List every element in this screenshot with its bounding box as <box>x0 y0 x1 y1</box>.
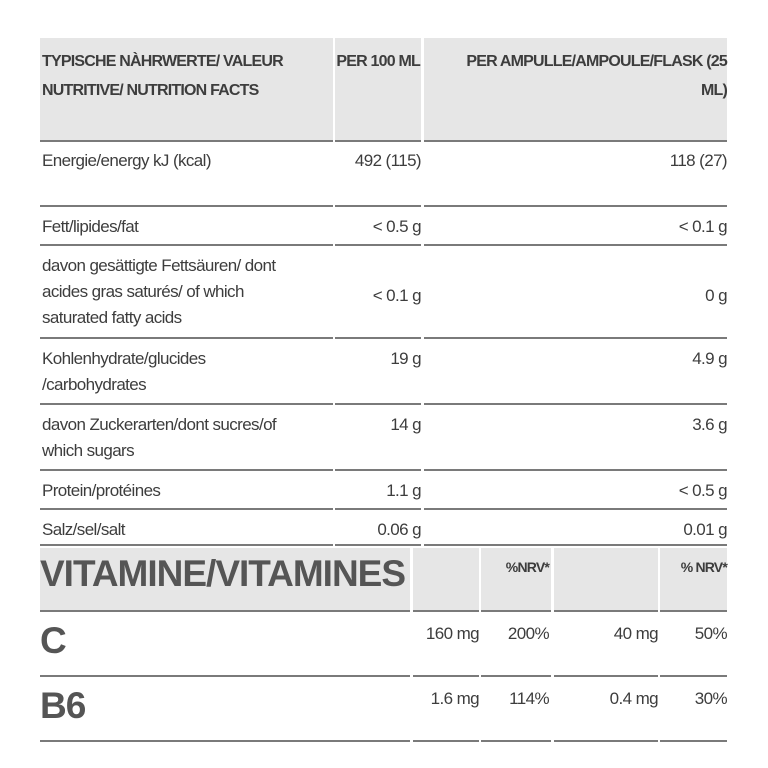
nutrient-label: Salz/sel/salt <box>40 511 333 546</box>
nrv-header-flask: % NRV* <box>660 548 728 612</box>
header-per100: PER 100 ML <box>335 38 421 142</box>
vitamin-per100: 1.6 mg <box>413 678 480 742</box>
header-per-flask: PER AMPULLE/AMPOULE/FLASK (25 ML) <box>424 38 728 142</box>
vitamin-nrv-flask: 30% <box>660 678 728 742</box>
per100-value: 19 g <box>335 340 422 405</box>
vitamin-nrv-per100: 114% <box>481 678 551 742</box>
vitamin-name: C <box>40 613 410 677</box>
per100-value: 492 (115) <box>335 142 422 207</box>
per100-value: 0.06 g <box>335 511 422 546</box>
per-flask-value: 118 (27) <box>424 142 728 207</box>
vitamins-title: VITAMINE/VITAMINES <box>40 548 410 612</box>
header-label: TYPISCHE NÀHRWERTE/ VALEUR NUTRITIVE/ NU… <box>40 38 333 142</box>
vitamin-nrv-flask: 50% <box>660 613 728 677</box>
per-flask-value: 0.01 g <box>424 511 728 546</box>
vitamins-header-blank <box>554 548 658 612</box>
per100-value: < 0.5 g <box>335 208 422 246</box>
per-flask-value: 0 g <box>424 247 728 339</box>
per-flask-value: 4.9 g <box>424 340 728 405</box>
nrv-header-per100: %NRV* <box>481 548 551 612</box>
nutrient-label: Energie/energy kJ (kcal) <box>40 142 333 207</box>
per100-value: < 0.1 g <box>335 247 422 339</box>
vitamins-header-blank <box>413 548 479 612</box>
vitamin-nrv-per100: 200% <box>481 613 551 677</box>
nutrient-label: Protein/protéines <box>40 472 333 510</box>
per100-value: 1.1 g <box>335 472 422 510</box>
nutrient-label: davon gesättigte Fettsäuren/ dont acides… <box>40 247 333 339</box>
nutrient-label: Kohlenhydrate/glucides /carbohydrates <box>40 340 333 405</box>
per100-value: 14 g <box>335 406 422 471</box>
per-flask-value: 3.6 g <box>424 406 728 471</box>
vitamin-name: B6 <box>40 678 410 742</box>
per-flask-value: < 0.1 g <box>424 208 728 246</box>
vitamin-per-flask: 0.4 mg <box>554 678 659 742</box>
vitamin-per100: 160 mg <box>413 613 480 677</box>
per-flask-value: < 0.5 g <box>424 472 728 510</box>
nutrient-label: davon Zuckerarten/dont sucres/of which s… <box>40 406 333 471</box>
vitamin-per-flask: 40 mg <box>554 613 659 677</box>
nutrient-label: Fett/lipides/fat <box>40 208 333 246</box>
